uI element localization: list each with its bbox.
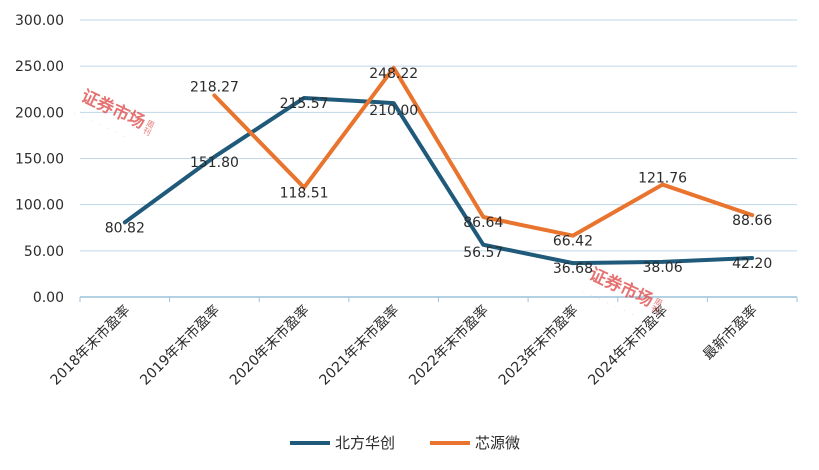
data-label: 86.64 [463,215,503,231]
grid-lines [80,19,797,298]
legend-label: 芯源微 [475,434,520,452]
series-group [122,65,755,266]
data-label: 218.27 [190,79,239,95]
y-tick-label: 300.00 [15,13,64,29]
y-tick-label: 200.00 [15,105,64,121]
series-line-0 [122,95,755,266]
watermark-title: 证券市场 [78,85,149,133]
data-label: 66.42 [553,234,593,250]
x-axis-ticks: 2018年末市盈率 2019年末市盈率 2020年末市盈率 2021年末市盈率 2022… [47,297,798,389]
data-label: 121.76 [638,171,687,187]
x-tick-label: 2023年末市盈率 [495,302,582,389]
data-label: 210.00 [369,103,418,119]
data-label: 80.82 [105,220,145,236]
x-tick-label: 最新市盈率 [699,302,761,364]
x-tick-label: 2021年末市盈率 [316,302,403,389]
data-label: 42.20 [732,256,772,272]
y-tick-label: 150.00 [15,152,64,168]
y-tick-label: 50.00 [24,244,64,260]
x-tick-label: 2022年末市盈率 [405,302,492,389]
y-tick-label: 100.00 [15,198,64,214]
legend-label: 北方华创 [335,434,395,452]
data-label: 38.06 [643,260,683,276]
data-label: 118.51 [280,186,329,202]
x-tick-label: 2018年末市盈率 [47,302,134,389]
y-tick-label: 0.00 [33,290,64,306]
data-label: 56.57 [463,245,503,261]
data-label: 215.57 [280,96,329,112]
data-labels: 80.82 151.80 215.57 210.00 56.57 36.68 38.06 42… [105,66,773,277]
data-label: 151.80 [190,155,239,171]
data-label: 88.66 [732,213,772,229]
series-line-1 [212,65,755,238]
data-label: 36.68 [553,261,593,277]
legend: 北方华创 芯源微 [290,434,520,452]
data-label: 248.22 [369,66,418,82]
y-axis-ticks: 0.00 50.00 100.00 150.00 200.00 250.00 300.00 [15,13,64,306]
x-tick-label: 2019年末市盈率 [137,302,224,389]
x-tick-label: 2020年末市盈率 [226,302,313,389]
y-tick-label: 250.00 [15,59,64,75]
